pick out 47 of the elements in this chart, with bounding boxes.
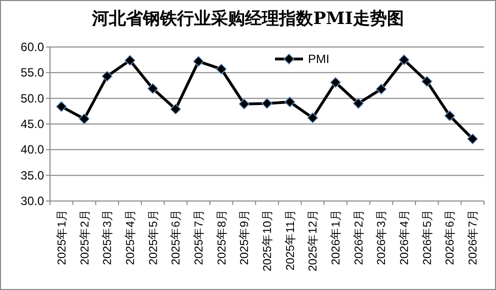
x-tick-label: 2026年6月 (444, 209, 457, 265)
point (216, 64, 227, 74)
x-tick-label: 2025年5月 (146, 209, 160, 265)
point (170, 104, 182, 115)
y-tick-label: 45.0 (20, 117, 44, 131)
y-tick-label: 60.0 (20, 40, 44, 54)
x-tick-label: 2025年7月 (192, 209, 206, 265)
x-tick-label: 2026年4月 (398, 209, 412, 265)
x-tick-label: 2026年3月 (375, 209, 388, 265)
point (238, 98, 250, 110)
chart-title: 河北省钢铁行业采购经理指数PMI走势图 (91, 9, 404, 29)
point (147, 83, 158, 94)
x-tick-label: 2025年3月 (101, 209, 114, 265)
x-tick-label: 2025年4月 (124, 209, 137, 265)
x-tick-label: 2026年2月 (352, 209, 366, 265)
x-tick-label: 2025年1月 (55, 209, 68, 265)
point (284, 96, 296, 108)
y-tick-label: 50.0 (20, 91, 44, 106)
legend-label: PMI (308, 52, 330, 66)
y-tick-label: 40.0 (20, 142, 44, 157)
x-tick-label: 2025年8月 (215, 209, 228, 265)
x-tick-label: 2025年6月 (170, 209, 183, 265)
y-tick-label: 30.0 (20, 194, 44, 208)
point (352, 98, 364, 109)
point (398, 54, 410, 66)
point (307, 112, 318, 124)
point (467, 133, 478, 144)
point (376, 84, 387, 94)
point (444, 110, 456, 122)
point (56, 101, 67, 112)
point (78, 113, 90, 124)
x-tick-label: 2025年10月 (261, 209, 274, 272)
point (193, 56, 204, 67)
point (330, 77, 341, 88)
point (124, 54, 136, 66)
x-tick-label: 2025年9月 (238, 209, 252, 265)
x-tick-label: 2025年2月 (78, 209, 92, 265)
point (102, 70, 113, 82)
y-tick-label: 35.0 (20, 168, 44, 182)
x-tick-label: 2026年7月 (466, 209, 480, 265)
point (421, 76, 432, 87)
x-tick-label: 2025年12月 (306, 209, 320, 272)
x-tick-label: 2026年5月 (420, 209, 434, 265)
y-tick-label: 55.0 (20, 66, 44, 80)
point (262, 98, 272, 109)
x-tick-label: 2026年1月 (330, 209, 343, 265)
x-tick-label: 2025年11月 (284, 209, 297, 271)
